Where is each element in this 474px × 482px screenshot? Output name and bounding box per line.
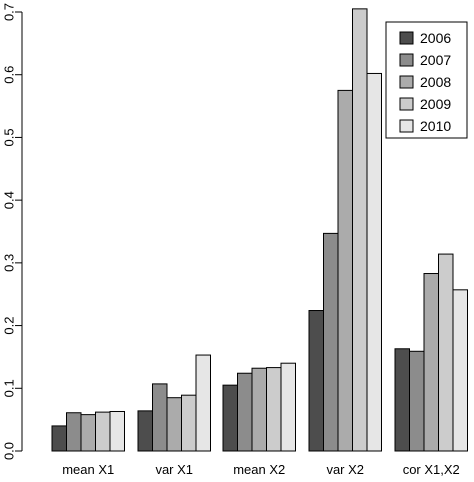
legend-label-2009: 2009: [420, 96, 451, 112]
x-tick-label: var X1: [155, 462, 193, 477]
legend: 2006 2007 2008 2009 2010: [385, 21, 468, 139]
y-tick-label: 0.5: [1, 128, 16, 146]
x-axis: mean X1 var X1 mean X2 var X2 cor X1,X2: [62, 462, 460, 477]
bar-var-x1-2009: [181, 394, 197, 452]
x-tick-label: var X2: [326, 462, 364, 477]
bar-mean-x2-2009: [266, 367, 282, 452]
bar-var-x1-2010: [195, 354, 211, 452]
bar-mean-x2-2010: [280, 362, 296, 452]
legend-swatch-2010: [399, 119, 414, 133]
bar-cor-x1-x2-2008: [423, 273, 439, 452]
bar-mean-x1-2010: [109, 410, 125, 452]
bar-var-x1-2006: [137, 410, 153, 452]
y-tick-label: 0.6: [1, 66, 16, 84]
y-tick-label: 0.7: [1, 3, 16, 21]
y-tick-label: 0.1: [1, 379, 16, 397]
x-tick-label: mean X1: [62, 462, 114, 477]
bar-var-x1-2007: [152, 383, 168, 452]
bar-mean-x1-2007: [66, 412, 82, 452]
legend-swatch-2007: [399, 53, 414, 67]
bar-cor-x1-x2-2009: [438, 253, 454, 452]
x-tick-label: cor X1,X2: [403, 462, 460, 477]
legend-label-2008: 2008: [420, 74, 451, 90]
bar-var-x2-2007: [323, 232, 339, 452]
bar-mean-x2-2008: [251, 367, 267, 452]
bar-cor-x1-x2-2010: [452, 289, 468, 452]
legend-label-2006: 2006: [420, 30, 451, 46]
legend-label-2010: 2010: [420, 118, 451, 134]
y-axis: 0.0 0.1 0.2 0.3 0.4 0.5 0.6 0.7: [1, 3, 23, 460]
bar-var-x2-2006: [308, 310, 324, 452]
bar-var-x2-2010: [366, 72, 382, 452]
x-tick-label: mean X2: [233, 462, 285, 477]
legend-swatch-2008: [399, 75, 414, 89]
bar-cor-x1-x2-2007: [409, 350, 425, 452]
bar-mean-x1-2008: [80, 414, 96, 452]
bar-mean-x1-2006: [51, 425, 67, 452]
y-tick-label: 0.3: [1, 254, 16, 272]
bar-var-x2-2008: [337, 89, 353, 452]
bar-cor-x1-x2-2006: [394, 348, 410, 452]
bar-var-x2-2009: [352, 8, 368, 452]
legend-swatch-2009: [399, 97, 414, 111]
legend-swatch-2006: [399, 31, 414, 45]
y-tick-label: 0.0: [1, 442, 16, 460]
y-tick-label: 0.4: [1, 191, 16, 209]
legend-label-2007: 2007: [420, 52, 451, 68]
bar-mean-x2-2007: [237, 372, 253, 452]
bar-var-x1-2008: [166, 397, 182, 452]
y-tick-label: 0.2: [1, 317, 16, 335]
bar-mean-x1-2009: [95, 411, 111, 452]
bars: [51, 8, 468, 452]
bar-mean-x2-2006: [222, 384, 238, 452]
